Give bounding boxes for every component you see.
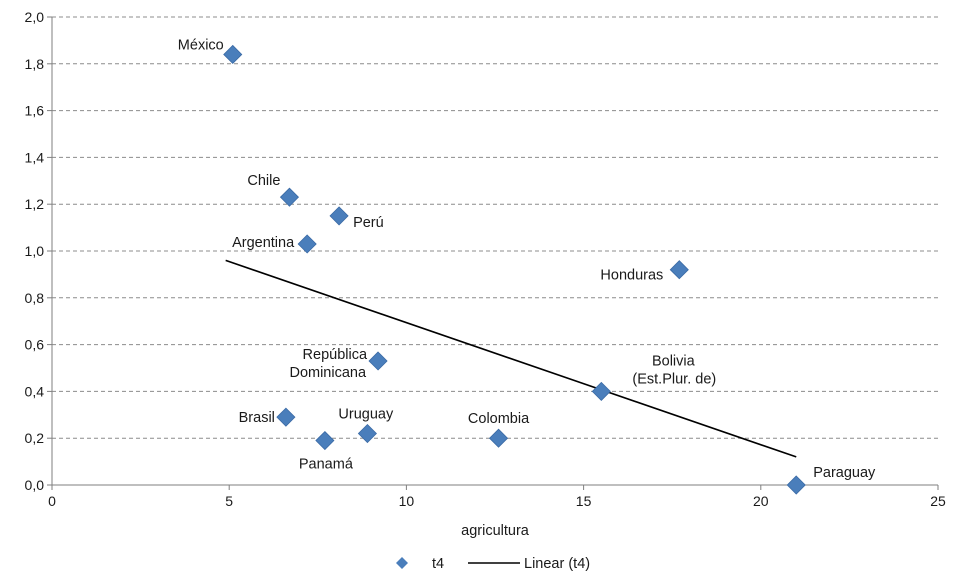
- x-tick-label: 15: [576, 493, 592, 509]
- x-axis-title: agricultura: [461, 523, 530, 539]
- points-layer: [223, 44, 806, 495]
- y-tick-label: 1,4: [25, 149, 45, 165]
- x-tick-label: 10: [399, 493, 415, 509]
- point-colombia: [488, 428, 509, 448]
- x-tick-label: 25: [930, 493, 946, 509]
- point-argentina: [297, 234, 317, 254]
- point-label-uruguay: Uruguay: [338, 407, 394, 423]
- point-chile: [279, 187, 300, 207]
- x-tick-label: 5: [225, 493, 233, 509]
- x-tick-label: 0: [48, 493, 56, 509]
- point-label-colombia: Colombia: [468, 411, 530, 427]
- legend-marker-t4: [396, 557, 408, 569]
- point-label-panama: Panamá: [299, 457, 354, 473]
- y-tick-label: 1,6: [25, 103, 45, 119]
- point-label-peru: Perú: [353, 215, 384, 231]
- trendline: [225, 259, 797, 458]
- point-labels: México Chile Perú Argentina Honduras Repúblic…: [178, 37, 876, 481]
- point-label-brasil: Brasil: [239, 410, 275, 426]
- point-honduras: [669, 260, 689, 280]
- point-label-mexico: México: [178, 37, 224, 53]
- legend: t4 Linear (t4): [396, 556, 590, 572]
- point-brasil: [276, 407, 296, 427]
- point-label-bolivia-est-plur-de: Bolivia (Est.Plur. de): [632, 353, 716, 387]
- y-tick-label: 0,4: [25, 383, 45, 399]
- point-label-honduras: Honduras: [600, 268, 663, 284]
- point-label-argentina: Argentina: [232, 235, 295, 251]
- y-tick-label: 1,8: [25, 56, 45, 72]
- point-label-paraguay: Paraguay: [813, 465, 876, 481]
- point-uruguay: [357, 423, 377, 444]
- gridlines: [47, 16, 938, 486]
- y-tick-label: 0,0: [25, 477, 45, 493]
- y-tick-label: 1,2: [25, 196, 45, 212]
- tick-labels: 0,0 0,2 0,4 0,6 0,8 1,0 1,2 1,4 1,6 1,8 2,0 0 5 10 15 2…: [25, 9, 946, 509]
- point-peru: [329, 206, 349, 226]
- y-tick-label: 2,0: [25, 9, 45, 25]
- y-tick-label: 0,2: [25, 430, 45, 446]
- point-paraguay: [786, 475, 806, 495]
- point-mexico: [223, 44, 243, 65]
- legend-label-linear: Linear (t4): [524, 556, 590, 572]
- legend-label-t4: t4: [432, 556, 444, 572]
- point-label-chile: Chile: [247, 173, 280, 189]
- point-republica-dominicana: [368, 351, 388, 371]
- point-panama: [315, 430, 335, 451]
- y-tick-label: 0,6: [25, 337, 45, 353]
- x-tick-label: 20: [753, 493, 769, 509]
- y-tick-label: 0,8: [25, 290, 45, 306]
- point-label-republica-dominicana: República Dominicana: [289, 347, 367, 381]
- y-tick-label: 1,0: [25, 243, 45, 259]
- trendline-layer: [225, 259, 797, 458]
- point-bolivia-est-plur-de: [591, 381, 611, 401]
